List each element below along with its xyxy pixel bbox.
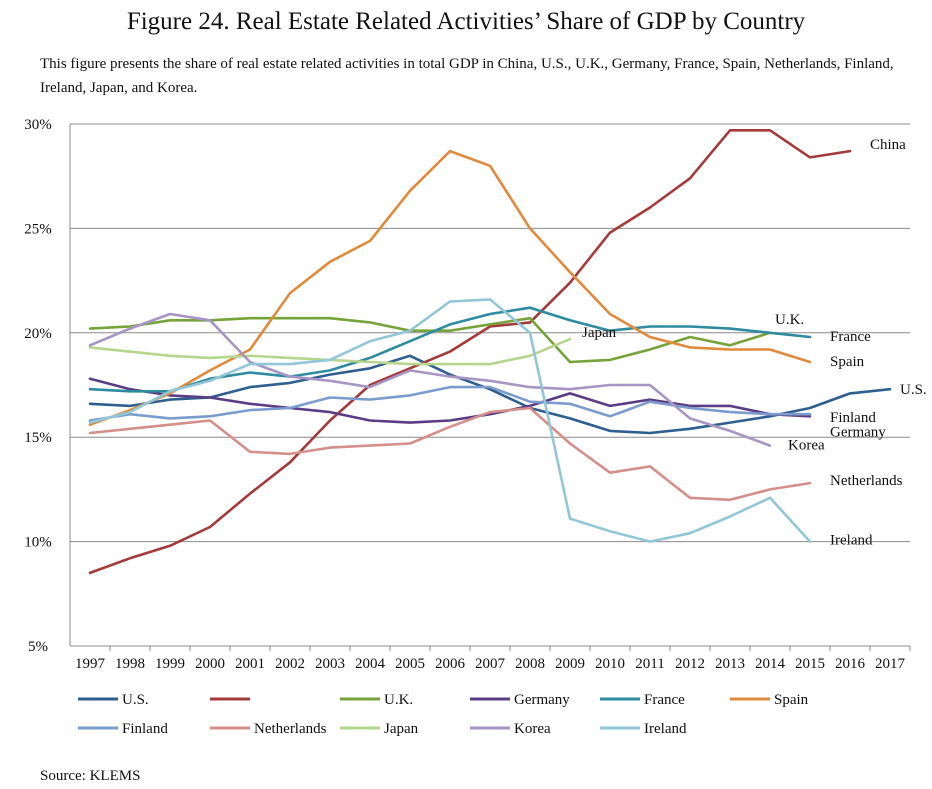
legend-label-netherlands: Netherlands xyxy=(254,721,327,737)
series-line-france xyxy=(88,306,812,393)
legend-label-japan: Japan xyxy=(384,721,419,737)
legend-label-ireland: Ireland xyxy=(644,721,687,737)
figure-description: This figure presents the share of real e… xyxy=(40,56,894,96)
x-tick-label: 2003 xyxy=(315,656,345,672)
y-tick-label: 10% xyxy=(24,535,52,551)
y-tick-label: 5% xyxy=(28,639,48,655)
series-label-u-k-: U.K. xyxy=(775,312,804,328)
x-tick-label: 1998 xyxy=(115,656,145,672)
x-tick-label: 2002 xyxy=(275,656,305,672)
series-line-germany xyxy=(88,377,812,424)
series-line-u-s- xyxy=(88,354,892,435)
x-tick-label: 2013 xyxy=(715,656,745,672)
x-tick-label: 1999 xyxy=(155,656,185,672)
x-tick-label: 2008 xyxy=(515,656,545,672)
legend-label-u-s-: U.S. xyxy=(122,692,149,708)
series-labels: U.S. China U.K. Germany France Spain Finland Ne… xyxy=(582,137,927,548)
series-line-u-k- xyxy=(88,316,772,364)
series-label-ireland: Ireland xyxy=(830,533,873,549)
series-label-france: France xyxy=(830,329,871,345)
x-tick-label: 2000 xyxy=(195,656,225,672)
y-tick-label: 15% xyxy=(24,430,52,446)
x-tick-label: 2006 xyxy=(435,656,466,672)
legend-label-finland: Finland xyxy=(122,721,168,737)
series-label-china: China xyxy=(870,137,906,153)
series-label-germany: Germany xyxy=(830,424,886,440)
series-line-spain xyxy=(88,149,812,426)
x-tick-label: 2001 xyxy=(235,656,265,672)
series-label-finland: Finland xyxy=(830,410,876,426)
series-line-korea xyxy=(88,312,772,447)
x-tick-label: 2015 xyxy=(795,656,825,672)
axes: 5% 10% 15% 20% 25% 30% 1997 1998 1999 2000 2001 200… xyxy=(24,117,911,672)
x-tick-label: 2011 xyxy=(635,656,664,672)
legend-label-germany: Germany xyxy=(514,692,570,708)
x-tick-label: 2007 xyxy=(475,656,506,672)
series-line-netherlands xyxy=(88,406,812,502)
series-label-japan: Japan xyxy=(582,325,617,341)
x-tick-label: 2009 xyxy=(555,656,585,672)
legend-label-korea: Korea xyxy=(514,721,551,737)
x-tick-label: 2016 xyxy=(835,656,866,672)
series-line-ireland xyxy=(88,298,812,543)
legend: U.S. U.K. Germany France Spain Finland Netherl… xyxy=(78,692,809,737)
x-tick-label: 2014 xyxy=(755,656,786,672)
x-tick-label: 2004 xyxy=(355,656,386,672)
figure-title: Figure 24. Real Estate Related Activitie… xyxy=(126,8,806,35)
legend-label-france: France xyxy=(644,692,685,708)
x-tick-label: 2017 xyxy=(875,656,906,672)
x-tick-label: 2005 xyxy=(395,656,425,672)
y-tick-label: 25% xyxy=(24,221,52,237)
y-tick-label: 20% xyxy=(24,326,52,342)
series-label-spain: Spain xyxy=(830,354,865,370)
series-label-netherlands: Netherlands xyxy=(830,473,903,489)
series-label-korea: Korea xyxy=(788,438,825,454)
x-tick-label: 2010 xyxy=(595,656,625,672)
x-tick-label: 1997 xyxy=(75,656,106,672)
legend-label-u-k-: U.K. xyxy=(384,692,413,708)
series-line-finland xyxy=(88,385,812,422)
series-line-china xyxy=(88,129,852,575)
series-lines xyxy=(88,129,892,575)
y-tick-label: 30% xyxy=(24,117,52,133)
source-note: Source: KLEMS xyxy=(40,768,141,784)
legend-label-spain: Spain xyxy=(774,692,809,708)
x-tick-label: 2012 xyxy=(675,656,705,672)
series-label-u-s-: U.S. xyxy=(900,382,927,398)
